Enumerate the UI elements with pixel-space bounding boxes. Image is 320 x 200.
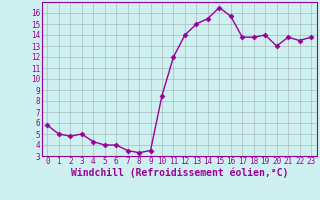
X-axis label: Windchill (Refroidissement éolien,°C): Windchill (Refroidissement éolien,°C) (70, 168, 288, 178)
